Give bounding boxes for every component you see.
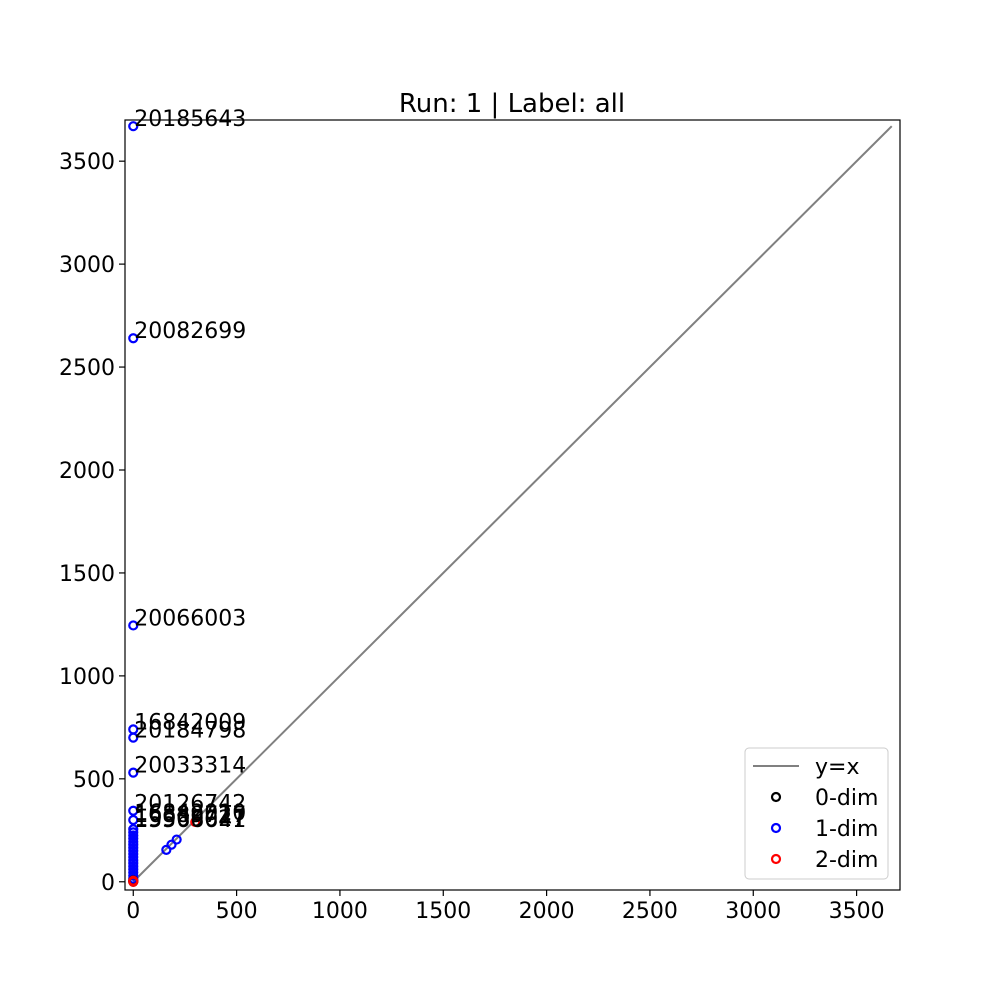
legend-box: [744, 747, 889, 880]
diagonal-line: [132, 125, 893, 883]
annotation-label: 20066003: [134, 606, 246, 631]
point-1-dim-27: [171, 834, 182, 845]
y-tick-label: 1000: [59, 665, 115, 690]
y-tick-label: 3500: [59, 150, 115, 175]
y-tick-label: 1500: [59, 562, 115, 587]
point-1-dim-25: [161, 844, 172, 855]
x-tick-label: 3500: [829, 899, 885, 924]
points-layer: [128, 121, 201, 887]
annotations-layer: 2018564320082699200660031684200920184798…: [134, 107, 246, 833]
point-1-dim-2: [128, 620, 139, 631]
x-tick-label: 1000: [312, 899, 368, 924]
annotation-label: 16842010: [134, 801, 246, 826]
annotation-label: 15566641: [134, 808, 246, 833]
legend-marker-swatch: [770, 822, 782, 834]
annotation-label: 16842009: [134, 710, 246, 735]
annotation-label: 19909027: [134, 807, 246, 832]
annotation-label: 20184798: [134, 719, 246, 744]
plot-frame: [124, 119, 901, 891]
point-1-dim-26: [166, 839, 177, 850]
x-tick-label: 500: [216, 899, 258, 924]
x-tick-label: 3000: [725, 899, 781, 924]
point-1-dim-4: [128, 732, 139, 743]
legend-label: 0-dim: [815, 786, 878, 811]
diagonal-layer: [132, 125, 893, 883]
legend-label: 2-dim: [815, 848, 878, 873]
point-1-dim-7: [128, 814, 139, 826]
x-tick-label: 1500: [415, 899, 471, 924]
annotation-label: 20033314: [134, 754, 246, 779]
x-tick-label: 2000: [519, 899, 575, 924]
legend-marker-swatch: [770, 791, 782, 803]
annotation-label: 20082699: [134, 319, 246, 344]
point-1-dim-1: [128, 333, 139, 344]
x-tick-label: 0: [126, 899, 140, 924]
point-2-dim-2: [190, 816, 201, 828]
y-axis: 0 500 1000 1500 2000 2500 3000 3500: [59, 150, 125, 896]
point-1-dim-5: [128, 767, 139, 778]
legend-label: 1-dim: [815, 817, 878, 842]
point-2-dim-1: [128, 875, 139, 886]
y-tick-label: 0: [101, 871, 115, 896]
legend: y=x 0-dim 1-dim 2-dim: [744, 747, 889, 880]
y-tick-label: 3000: [59, 253, 115, 278]
chart-title: Run: 1 | Label: all: [399, 89, 625, 119]
x-axis: 0 500 1000 1500 2000 2500 3000 3500: [126, 890, 885, 924]
x-tick-label: 2500: [622, 899, 678, 924]
legend-marker-swatch: [770, 853, 782, 865]
y-tick-label: 2500: [59, 356, 115, 381]
legend-label: y=x: [815, 755, 859, 780]
annotation-label: 16889727: [134, 803, 246, 828]
y-tick-label: 500: [73, 768, 115, 793]
annotation-label: 20126742: [134, 792, 246, 817]
point-1-dim-0: [128, 121, 139, 132]
point-1-dim-6: [128, 805, 139, 816]
y-tick-label: 2000: [59, 459, 115, 484]
